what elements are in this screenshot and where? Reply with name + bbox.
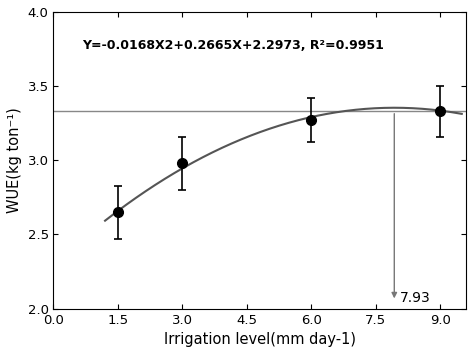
X-axis label: Irrigation level(mm day-1): Irrigation level(mm day-1) <box>164 332 356 347</box>
Text: 7.93: 7.93 <box>399 291 430 305</box>
Y-axis label: WUE(kg ton⁻¹): WUE(kg ton⁻¹) <box>7 107 22 213</box>
Text: Y=-0.0168X2+0.2665X+2.2973, R²=0.9951: Y=-0.0168X2+0.2665X+2.2973, R²=0.9951 <box>82 39 384 52</box>
